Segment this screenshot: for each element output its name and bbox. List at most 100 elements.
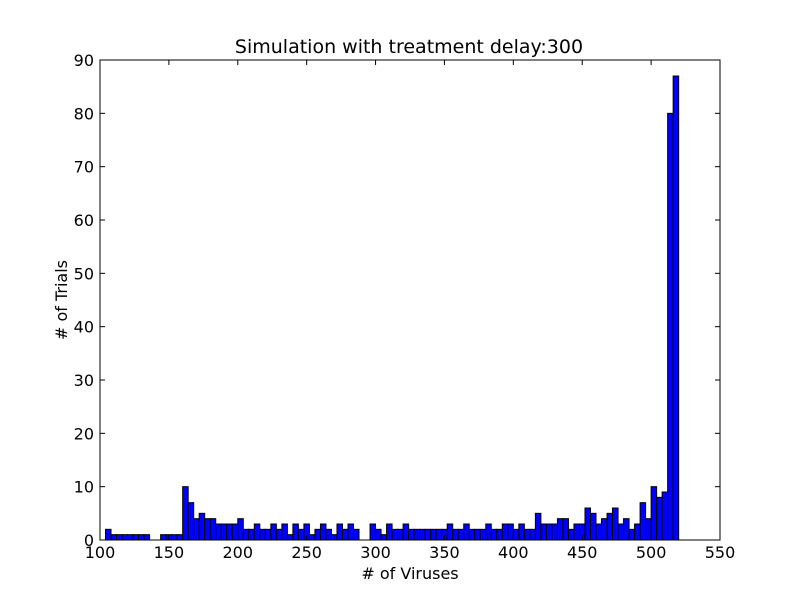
- histogram-bar: [485, 523, 492, 541]
- y-axis-label: # of Trials: [52, 260, 71, 340]
- histogram-bar: [369, 523, 377, 541]
- x-tick-label: 100: [85, 543, 116, 562]
- y-tick-label: 50: [74, 264, 94, 283]
- histogram-bar: [634, 523, 641, 541]
- histogram-bar: [325, 528, 332, 541]
- histogram-bar: [171, 534, 178, 541]
- histogram-bar: [645, 518, 652, 541]
- histogram-bar: [479, 528, 487, 541]
- y-tick-label: 40: [74, 318, 94, 337]
- x-tick-label: 550: [705, 543, 736, 562]
- histogram-bar: [160, 534, 167, 541]
- histogram-bar: [413, 528, 421, 541]
- histogram-bar: [275, 528, 283, 541]
- histogram-bar: [270, 523, 277, 541]
- histogram-bar: [176, 534, 184, 541]
- y-tick-label: 80: [74, 104, 94, 123]
- histogram-bar: [573, 523, 580, 541]
- histogram-bar: [628, 528, 636, 541]
- y-tick-label: 60: [74, 211, 94, 230]
- plot-frame: [99, 59, 721, 541]
- x-tick-label: 400: [498, 543, 529, 562]
- histogram-bar: [512, 528, 520, 541]
- histogram-bar: [259, 528, 266, 541]
- histogram-bar: [468, 528, 476, 541]
- histogram-bar: [286, 534, 294, 541]
- histogram-bar: [242, 528, 250, 541]
- histogram-bar: [650, 486, 658, 541]
- histogram-bar: [534, 512, 542, 541]
- histogram-bar: [402, 523, 410, 541]
- histogram-bar: [281, 523, 288, 541]
- histogram-bar: [116, 534, 123, 541]
- histogram-bar: [248, 528, 255, 541]
- y-tick-label: 0: [84, 531, 94, 550]
- y-tick-label: 30: [74, 371, 94, 390]
- chart-title: Simulation with treatment delay:300: [235, 36, 583, 58]
- histogram-bar: [595, 523, 603, 541]
- histogram-bar: [562, 518, 569, 541]
- histogram-bar: [138, 534, 145, 541]
- x-tick-label: 450: [567, 543, 598, 562]
- histogram-bar: [452, 528, 459, 541]
- histogram-bar: [330, 534, 338, 541]
- histogram-bar: [656, 496, 663, 541]
- histogram-bar: [540, 523, 547, 541]
- histogram-bar: [127, 534, 134, 541]
- histogram-bar: [672, 75, 680, 541]
- y-tick-label: 10: [74, 478, 94, 497]
- histogram-bar: [523, 528, 531, 541]
- histogram-bar: [132, 534, 140, 541]
- histogram-bar: [198, 512, 206, 541]
- histogram-bar: [121, 534, 129, 541]
- histogram-bar: [314, 528, 321, 541]
- histogram-bar: [518, 523, 525, 541]
- x-tick-label: 200: [223, 543, 254, 562]
- histogram-bar: [380, 534, 388, 541]
- histogram-bar: [231, 523, 239, 541]
- histogram-bar: [567, 528, 575, 541]
- histogram-bar: [589, 512, 597, 541]
- histogram-bar: [667, 112, 674, 541]
- histogram-bar: [463, 523, 470, 541]
- histogram-bar: [105, 528, 112, 541]
- histogram-bar: [584, 507, 591, 541]
- histogram-bar: [623, 518, 630, 541]
- histogram-bar: [606, 512, 614, 541]
- x-tick-label: 350: [429, 543, 460, 562]
- histogram-bar: [556, 518, 564, 541]
- histogram-bar: [391, 528, 399, 541]
- histogram-bar: [204, 518, 211, 541]
- y-tick-label: 20: [74, 424, 94, 443]
- histogram-bar: [551, 523, 558, 541]
- histogram-bar: [457, 528, 465, 541]
- x-tick-label: 150: [154, 543, 185, 562]
- histogram-bar: [639, 502, 647, 541]
- histogram-bar: [292, 523, 299, 541]
- histogram-bar: [193, 518, 200, 541]
- histogram-bar: [297, 528, 305, 541]
- histogram-bar: [424, 528, 432, 541]
- histogram-bar: [501, 523, 509, 541]
- histogram-bar: [182, 486, 189, 541]
- x-tick-label: 500: [636, 543, 667, 562]
- x-tick-label: 300: [360, 543, 391, 562]
- histogram-bar: [430, 528, 437, 541]
- ticks-group: 100 150 200 250 300 350 400 450 500 550 0 10 20 30 40 5…: [74, 51, 736, 562]
- histogram-bar: [319, 523, 327, 541]
- histogram-bar: [237, 518, 244, 541]
- histogram-bar: [612, 507, 619, 541]
- x-axis-label: # of Viruses: [361, 564, 458, 583]
- histogram-bar: [529, 528, 536, 541]
- histogram-bar: [308, 534, 316, 541]
- histogram-bar: [545, 523, 553, 541]
- histogram-bar: [226, 523, 233, 541]
- histogram-bar: [507, 523, 514, 541]
- histogram-bar: [187, 502, 195, 541]
- histogram-bar: [496, 528, 503, 541]
- histogram-bar: [386, 523, 393, 541]
- histogram-bar: [435, 528, 443, 541]
- histogram-bar: [253, 523, 261, 541]
- histogram-bar: [661, 491, 669, 541]
